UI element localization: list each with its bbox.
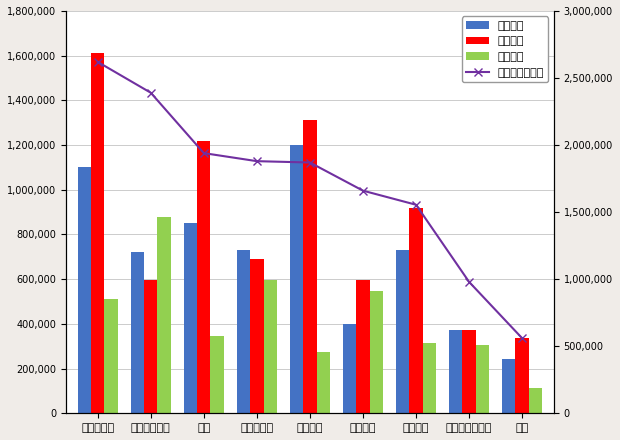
브랜드평판지수 <box>412 202 420 207</box>
Bar <box>78 168 91 413</box>
Bar <box>104 299 118 413</box>
Bar <box>449 330 463 413</box>
Bar <box>184 224 197 413</box>
브랜드평판지수 <box>94 59 102 65</box>
브랜드평판지수 <box>253 158 260 164</box>
Bar <box>91 53 104 413</box>
Bar <box>502 359 515 413</box>
Legend: 참여지수, 소통지수, 소셜지수, 브랜드평판지수: 참여지수, 소통지수, 소셜지수, 브랜드평판지수 <box>462 16 549 82</box>
브랜드평판지수 <box>200 150 208 156</box>
Bar <box>237 250 250 413</box>
Bar <box>409 208 423 413</box>
Bar <box>370 291 383 413</box>
Bar <box>463 330 476 413</box>
Bar <box>210 336 224 413</box>
Bar <box>515 338 529 413</box>
브랜드평판지수 <box>306 160 314 165</box>
Bar <box>476 345 489 413</box>
브랜드평판지수 <box>359 188 366 193</box>
Bar <box>131 253 144 413</box>
Bar <box>396 250 409 413</box>
Bar <box>290 145 303 413</box>
Bar <box>157 216 170 413</box>
Bar <box>317 352 330 413</box>
브랜드평판지수 <box>147 90 154 95</box>
Bar <box>343 324 356 413</box>
Line: 브랜드평판지수: 브랜드평판지수 <box>94 58 526 342</box>
브랜드평판지수 <box>518 336 526 341</box>
Bar <box>303 121 317 413</box>
Bar <box>423 343 436 413</box>
Bar <box>264 280 277 413</box>
Bar <box>529 388 542 413</box>
브랜드평판지수 <box>466 279 473 285</box>
Bar <box>144 280 157 413</box>
Bar <box>197 141 210 413</box>
Bar <box>356 280 370 413</box>
Bar <box>250 259 264 413</box>
